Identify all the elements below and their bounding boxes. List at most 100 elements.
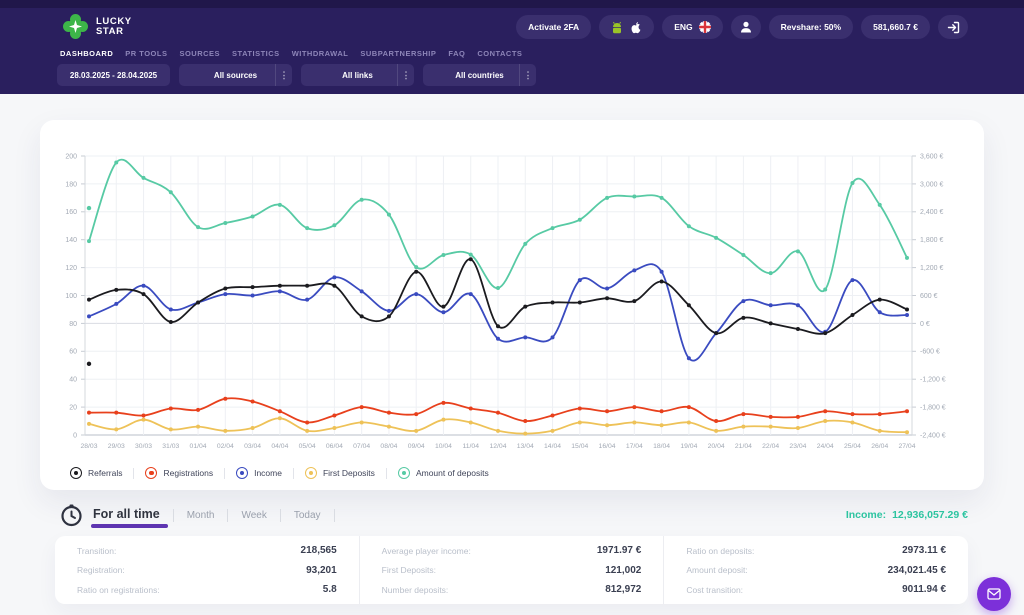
filter-all-sources[interactable]: All sources ⋮: [179, 64, 292, 86]
legend-label: Registrations: [163, 468, 214, 478]
legend-marker-icon: [397, 467, 410, 479]
svg-text:26/04: 26/04: [871, 443, 888, 450]
svg-text:100: 100: [65, 293, 77, 300]
chart-legend: Referrals Registrations Income First Deposi…: [70, 467, 489, 479]
platform-apps[interactable]: [599, 15, 655, 39]
logout-button[interactable]: [938, 15, 968, 39]
stats-period-bar: For all time Month Week Today Income: 12,93…: [60, 501, 968, 529]
svg-text:14/04: 14/04: [544, 443, 561, 450]
svg-text:0 €: 0 €: [920, 321, 930, 328]
stat-value: 234,021.45 €: [887, 564, 947, 576]
apple-icon: [631, 21, 641, 33]
svg-text:22/04: 22/04: [762, 443, 779, 450]
tab-week[interactable]: Week: [241, 509, 267, 521]
svg-text:15/04: 15/04: [571, 443, 588, 450]
legend-separator: [385, 467, 387, 479]
stat-value: 1971.97 €: [596, 545, 642, 556]
legend-separator: [292, 467, 294, 479]
menu-dots-icon[interactable]: ⋮: [275, 64, 292, 86]
period-tabs: For all time Month Week Today: [91, 507, 348, 528]
legend-marker-icon: [145, 467, 158, 479]
stat-label: Number deposits:: [381, 584, 449, 595]
svg-text:3,600 €: 3,600 €: [920, 153, 943, 160]
nav-item-withdrawal[interactable]: WITHDRAWAL: [291, 49, 349, 58]
legend-item-referrals[interactable]: Referrals: [70, 467, 122, 479]
date-range-filter[interactable]: 28.03.2025 - 28.04.2025: [57, 64, 170, 86]
stat-label: Amount deposit:: [686, 565, 748, 575]
logout-icon: [947, 21, 959, 33]
svg-text:0: 0: [73, 432, 77, 439]
filter-label: All links: [342, 70, 373, 80]
svg-text:140: 140: [65, 237, 77, 244]
activate-2fa-button[interactable]: Activate 2FA: [516, 15, 592, 39]
android-icon: [613, 21, 622, 33]
svg-text:-1,200 €: -1,200 €: [920, 377, 946, 384]
stats-summary-card: Transition: 218,565 Registration: 93,201 Rat…: [55, 536, 968, 604]
stat-row: Number deposits: 812,972: [382, 584, 642, 595]
balance-badge: 581,660.7 €: [861, 15, 930, 39]
profile-button[interactable]: [730, 15, 761, 39]
language-selector[interactable]: ENG: [662, 15, 723, 39]
stat-label: Average player income:: [381, 545, 471, 556]
stat-label: Ratio on deposits:: [686, 545, 755, 556]
legend-item-income[interactable]: Income: [236, 467, 282, 479]
svg-text:200: 200: [65, 153, 77, 160]
svg-text:180: 180: [65, 181, 77, 188]
main-nav: DASHBOARD PR TOOLS SOURCES STATISTICS WITHDR…: [60, 49, 522, 58]
svg-text:02/04: 02/04: [217, 443, 234, 450]
nav-item-statistics[interactable]: STATISTICS: [232, 49, 280, 58]
stat-row: Amount deposit: 234,021.45 €: [686, 565, 946, 576]
stat-label: Registration:: [77, 565, 125, 575]
tab-separator: [227, 508, 229, 522]
tab-month[interactable]: Month: [186, 509, 215, 521]
chat-button[interactable]: [977, 577, 1011, 611]
legend-separator: [224, 467, 226, 479]
svg-text:27/04: 27/04: [898, 443, 915, 450]
stat-value: 93,201: [306, 564, 337, 576]
legend-label: Referrals: [88, 468, 123, 478]
filter-bar: 28.03.2025 - 28.04.2025 All sources ⋮ All l…: [57, 64, 536, 86]
nav-item-contacts[interactable]: CONTACTS: [477, 49, 523, 58]
filter-all-links[interactable]: All links ⋮: [301, 64, 414, 86]
stat-row: Transition: 218,565: [77, 545, 337, 556]
stat-row: Ratio on registrations: 5.8: [77, 584, 337, 595]
stats-column: Transition: 218,565 Registration: 93,201 Rat…: [55, 536, 360, 604]
legend-item-first-deposits[interactable]: First Deposits: [304, 467, 375, 479]
legend-item-amount-of-deposits[interactable]: Amount of deposits: [397, 467, 489, 479]
svg-text:160: 160: [65, 209, 77, 216]
svg-text:08/04: 08/04: [380, 443, 397, 450]
svg-text:29/03: 29/03: [108, 443, 125, 450]
svg-text:600 €: 600 €: [920, 293, 938, 300]
legend-item-registrations[interactable]: Registrations: [145, 467, 213, 479]
nav-item-pr-tools[interactable]: PR TOOLS: [125, 49, 168, 58]
stat-row: Ratio on deposits: 2973.11 €: [686, 545, 946, 556]
tab-for-all-time[interactable]: For all time: [91, 507, 168, 528]
legend-label: First Deposits: [322, 468, 375, 478]
filter-all-countries[interactable]: All countries ⋮: [423, 64, 536, 86]
svg-text:20/04: 20/04: [708, 443, 725, 450]
nav-item-subpartnership[interactable]: SUBPARTNERSHIP: [360, 49, 437, 58]
logo-text-line1: LUCKY: [96, 15, 132, 27]
tab-separator: [172, 508, 174, 522]
nav-item-faq[interactable]: FAQ: [448, 49, 466, 58]
menu-dots-icon[interactable]: ⋮: [519, 64, 536, 86]
svg-text:1,200 €: 1,200 €: [920, 265, 943, 272]
stats-column: Average player income: 1971.97 € First Dep…: [360, 536, 665, 604]
svg-text:12/04: 12/04: [489, 443, 506, 450]
nav-item-sources[interactable]: SOURCES: [179, 49, 221, 58]
legend-marker-icon: [304, 467, 317, 479]
stat-value: 812,972: [605, 584, 642, 595]
svg-text:11/04: 11/04: [462, 443, 479, 450]
stat-row: Average player income: 1971.97 €: [382, 545, 642, 556]
tab-today[interactable]: Today: [293, 509, 321, 521]
logo[interactable]: LUCKY STAR: [62, 13, 132, 40]
stat-value: 5.8: [322, 584, 337, 595]
svg-text:17/04: 17/04: [626, 443, 643, 450]
svg-text:10/04: 10/04: [435, 443, 452, 450]
menu-dots-icon[interactable]: ⋮: [397, 64, 414, 86]
svg-text:3,000 €: 3,000 €: [920, 181, 943, 188]
nav-item-dashboard[interactable]: DASHBOARD: [60, 49, 114, 58]
line-chart: 0 -2,400 € 20 -1,800 € 40 -1,200 € 60 -600 € 80 0…: [65, 153, 946, 450]
legend-marker-icon: [70, 467, 82, 479]
svg-text:120: 120: [65, 265, 77, 272]
